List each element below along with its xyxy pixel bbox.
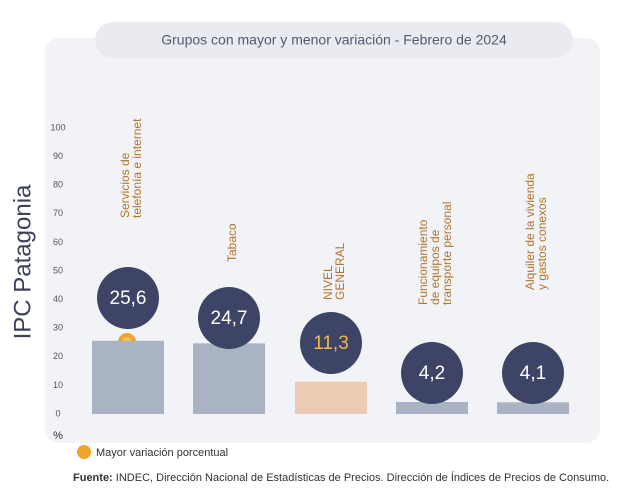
legend-marker [77,445,91,459]
y-tick-label: 20 [53,351,63,361]
value-badge [401,342,463,404]
category-label: Funcionamiento [416,219,430,305]
bar [396,401,468,414]
category-label: Alquiler de la vivienda [523,173,537,290]
side-title: IPC Patagonia [9,184,36,339]
y-tick-label: 80 [53,180,63,190]
bar [295,381,367,414]
y-tick-label: 60 [53,237,63,247]
category-label: Servicios de [118,152,132,218]
bar [92,340,164,414]
y-tick-label: 100 [50,122,65,132]
y-tick-label: 70 [53,208,63,218]
y-unit: % [53,430,63,442]
legend-label: Mayor variación porcentual [96,447,228,459]
y-tick-label: 30 [53,323,63,333]
value-badge [97,267,159,329]
source-text: INDEC, Dirección Nacional de Estadística… [116,471,609,484]
title-pill [95,22,573,58]
category-label: y gastos conexos [535,197,549,290]
category-label: NIVEL [321,265,335,300]
y-tick-label: 50 [53,265,63,275]
y-tick-label: 0 [55,408,60,418]
y-tick-label: 90 [53,151,63,161]
value-label: 11,3 [313,333,349,354]
y-tick-label: 40 [53,294,63,304]
bar [497,402,569,414]
bar [193,343,265,414]
value-badge [300,312,362,374]
category-label: GENERAL [333,242,347,300]
value-badge [502,342,564,404]
value-label: 4,1 [520,363,546,384]
category-label: de equipos de [428,229,442,305]
panel [45,38,600,443]
chart-title: Grupos con mayor y menor variación - Feb… [161,32,507,48]
category-label: Tabaco [225,223,239,262]
value-badge [198,287,260,349]
value-label: 24,7 [211,308,248,329]
source-label: Fuente: [73,472,113,484]
category-label: telefonía e internet [130,118,144,218]
value-label: 25,6 [110,288,147,309]
category-label: transporte personal [440,202,454,305]
value-label: 4,2 [419,363,445,384]
source: Fuente: INDEC, Dirección Nacional de Est… [73,471,609,484]
y-tick-label: 10 [53,380,63,390]
